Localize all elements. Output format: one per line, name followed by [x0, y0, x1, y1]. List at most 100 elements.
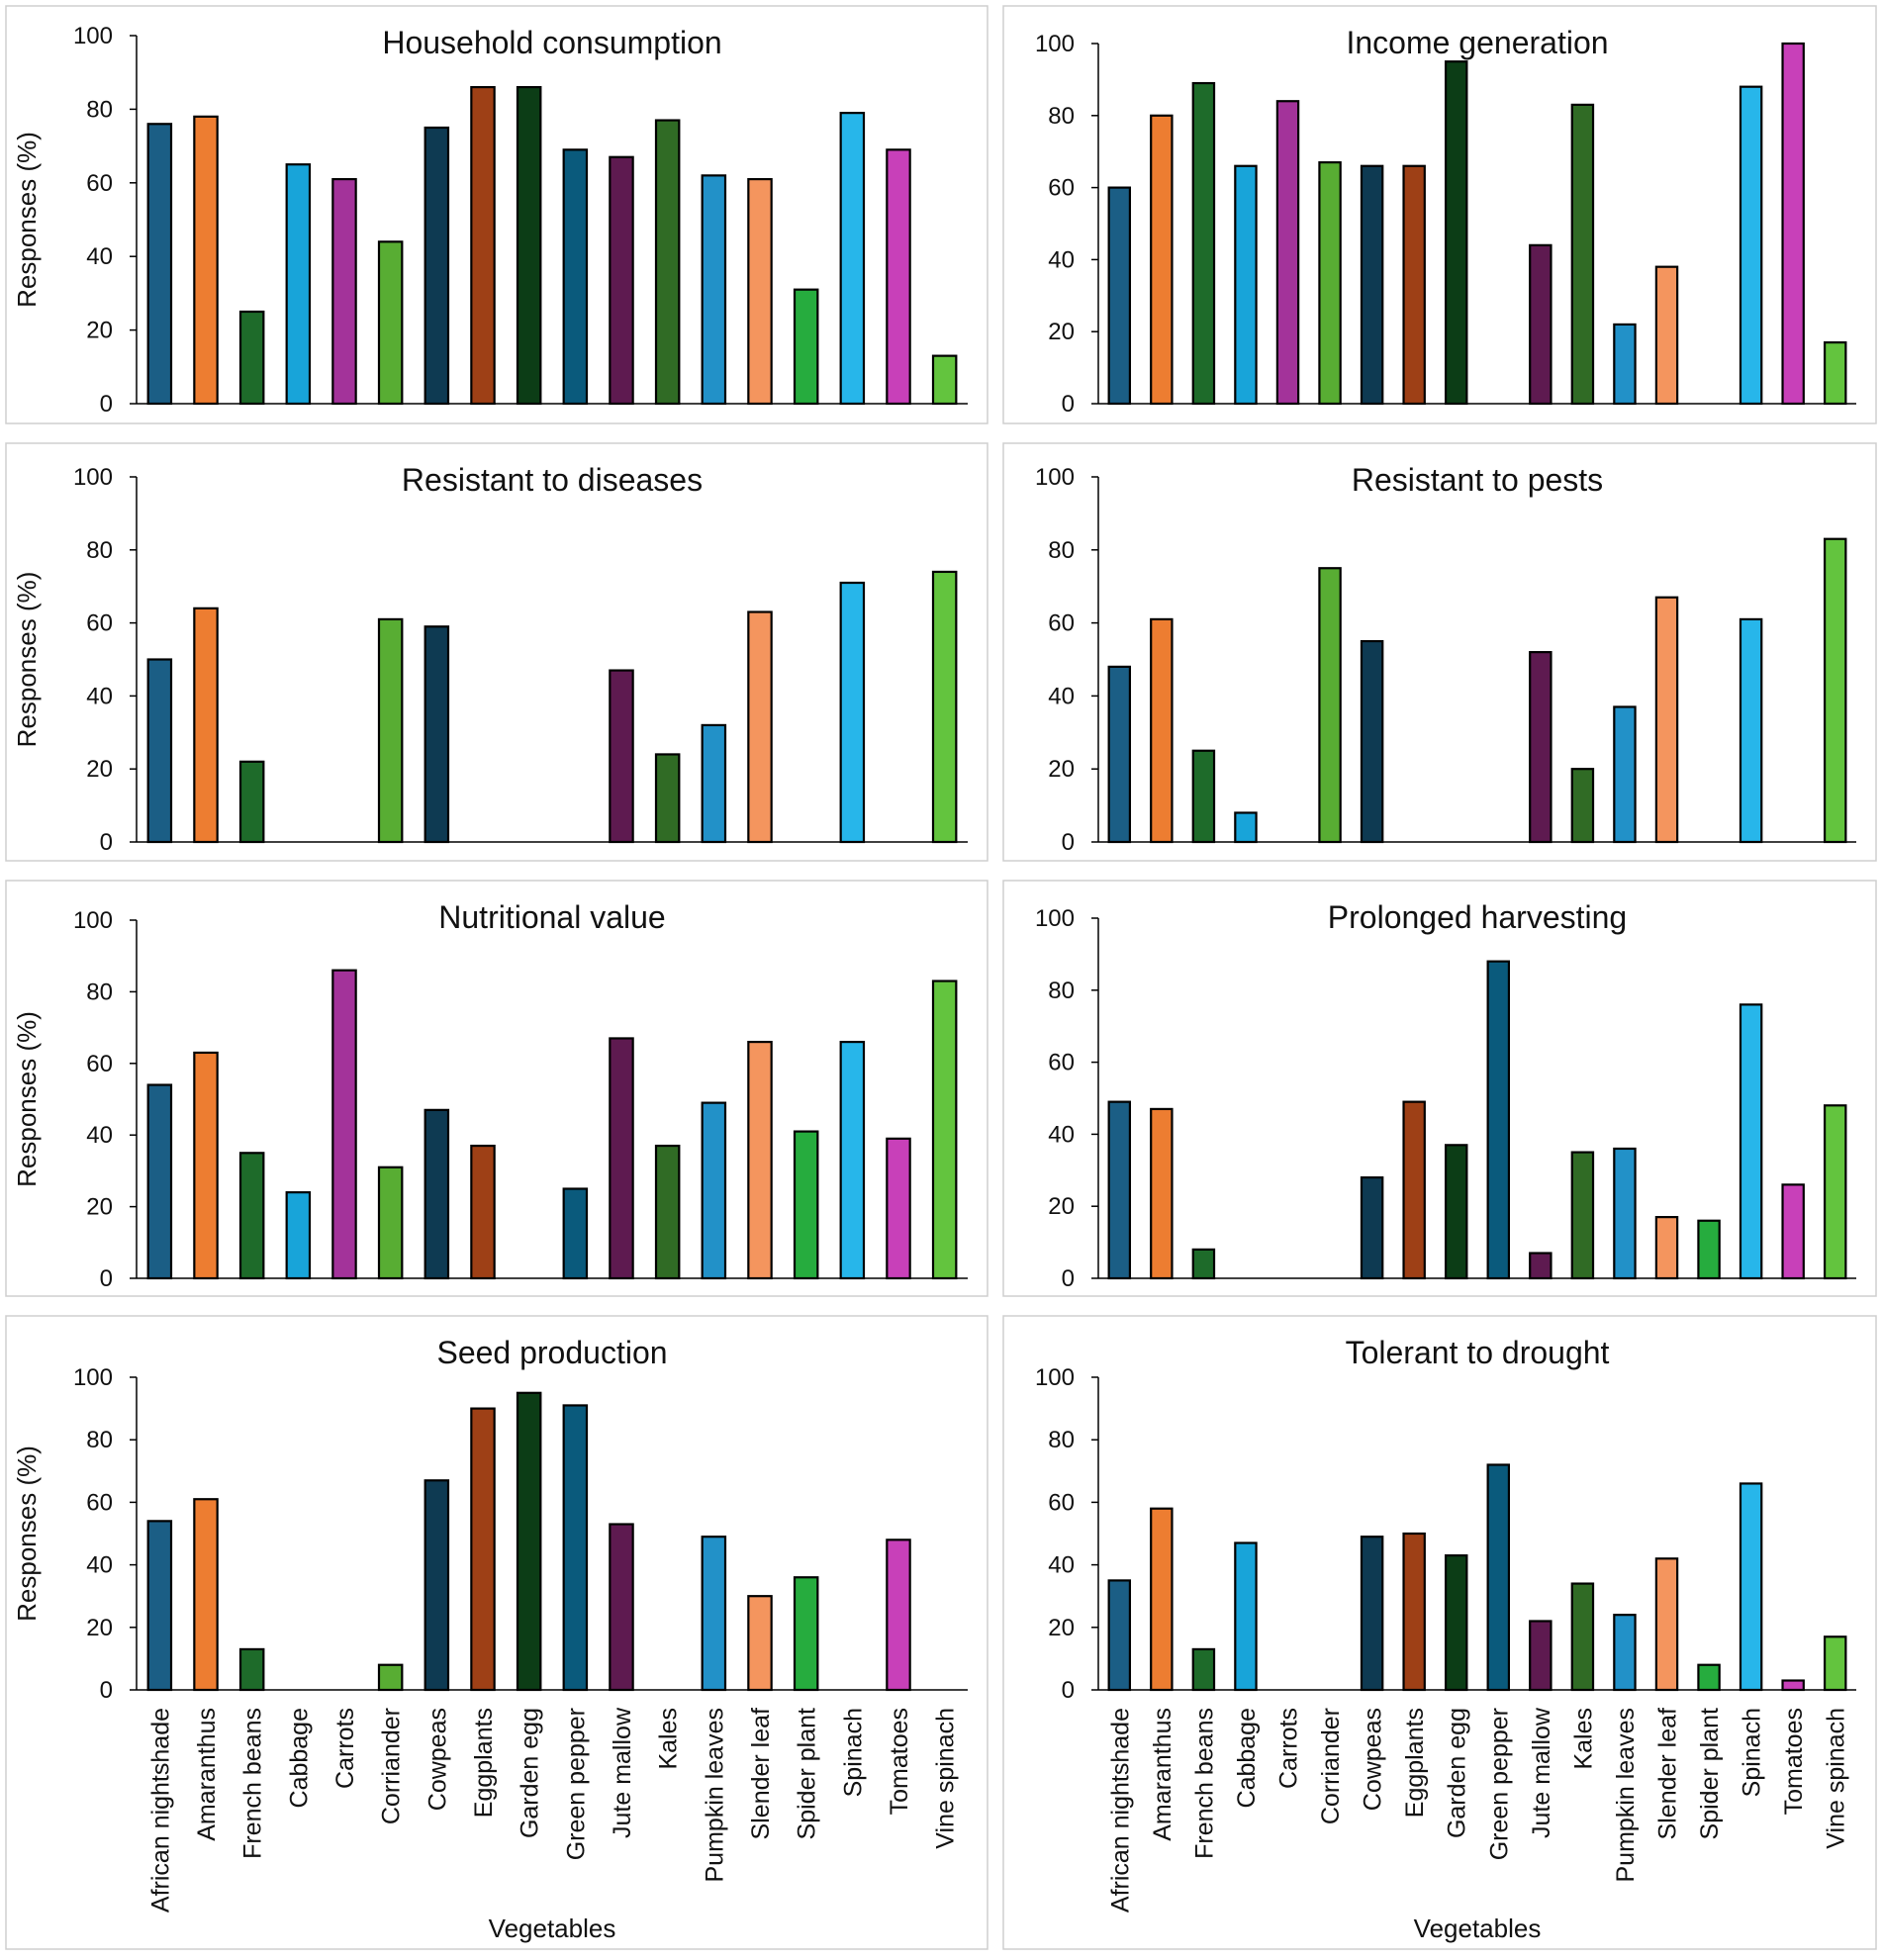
- bar-french-beans: [238, 760, 265, 844]
- y-tick-label: 60: [1048, 1489, 1075, 1516]
- bar-pumpkin-leaves: [701, 1101, 727, 1280]
- bar-kales: [654, 119, 681, 406]
- x-tick-label: Cowpeas: [423, 1708, 451, 1811]
- bar-eggplants: [470, 85, 496, 406]
- y-axis-label: Responses (%): [12, 572, 42, 748]
- bar-african-nightshade: [146, 1083, 173, 1280]
- bar-kales: [1570, 1582, 1595, 1692]
- y-tick-label: 80: [86, 537, 113, 564]
- y-tick-label: 0: [100, 391, 113, 418]
- panel-border: [1002, 880, 1877, 1297]
- bar-corriander: [1318, 567, 1342, 844]
- y-axis-label: Responses (%): [12, 1011, 42, 1187]
- bar-pumpkin-leaves: [1613, 705, 1637, 844]
- bar-pumpkin-leaves: [701, 174, 727, 406]
- y-tick-label: 0: [100, 1265, 113, 1292]
- x-tick-label: Carrots: [331, 1708, 359, 1789]
- y-tick-label: 20: [86, 756, 113, 783]
- chart-title: Income generation: [1346, 25, 1608, 60]
- y-tick-label: 0: [1062, 829, 1075, 856]
- bar-cowpeas: [1360, 164, 1384, 406]
- bar-garden-egg: [516, 85, 542, 406]
- y-tick-label: 20: [86, 318, 113, 344]
- chart-panel-7: Seed production 0 20 40 60 80 100 Responses (%)…: [5, 1315, 988, 1950]
- x-tick-label: Tomatoes: [886, 1708, 913, 1815]
- bar-eggplants: [1402, 1100, 1426, 1280]
- bar-amaranthus: [193, 115, 219, 406]
- x-tick-label: Carrots: [1275, 1708, 1303, 1789]
- bar-vine-spinach: [1823, 341, 1847, 406]
- bar-green-pepper: [1486, 960, 1511, 1280]
- bar-amaranthus: [1150, 114, 1174, 406]
- bar-spinach: [1739, 617, 1763, 844]
- bar-tomatoes: [886, 148, 911, 406]
- y-tick-label: 100: [73, 907, 113, 934]
- chart-panel-2: Income generation 0 20 40 60 80 100: [1002, 5, 1877, 424]
- bar-garden-egg: [516, 1391, 542, 1692]
- x-tick-label: Eggplants: [1401, 1708, 1429, 1818]
- x-tick-label: Slender leaf: [1654, 1708, 1682, 1839]
- bar-amaranthus: [1150, 617, 1174, 844]
- x-tick-label: Spider plant: [1696, 1708, 1724, 1839]
- x-tick-label: French beans: [239, 1708, 267, 1859]
- chart-panel-8: Tolerant to drought 0 20 40 60 80 100 African n…: [1002, 1315, 1877, 1950]
- bar-eggplants: [1402, 1532, 1426, 1692]
- chart-panel-3: Resistant to diseases 0 20 40 60 80 100 Respons…: [5, 442, 988, 862]
- y-tick-label: 20: [86, 1194, 113, 1221]
- bar-african-nightshade: [146, 1520, 173, 1692]
- bar-kales: [1570, 103, 1595, 406]
- bar-african-nightshade: [1107, 1100, 1132, 1280]
- bar-spinach: [1739, 1003, 1763, 1280]
- bar-garden-egg: [1444, 1144, 1468, 1280]
- bar-slender-leaf: [747, 1595, 773, 1692]
- bar-african-nightshade: [146, 658, 173, 844]
- y-tick-label: 40: [86, 1552, 113, 1579]
- bar-spinach: [839, 112, 866, 406]
- bar-cabbage: [285, 1191, 312, 1280]
- bar-cowpeas: [423, 126, 450, 406]
- bar-green-pepper: [562, 1404, 589, 1692]
- bar-green-pepper: [562, 1187, 589, 1280]
- x-tick-label: Pumpkin leaves: [701, 1708, 728, 1882]
- bar-slender-leaf: [1654, 596, 1679, 844]
- chart-panel-6: Prolonged harvesting 0 20 40 60 80 100: [1002, 880, 1877, 1297]
- x-tick-label: Spinach: [1739, 1708, 1766, 1797]
- bar-spider-plant: [793, 1576, 819, 1692]
- y-tick-label: 20: [1048, 756, 1075, 783]
- x-tick-label: Cabbage: [1233, 1708, 1261, 1808]
- y-tick-label: 80: [86, 96, 113, 123]
- bar-french-beans: [1191, 1248, 1216, 1280]
- bar-jute-mallow: [609, 669, 634, 844]
- y-tick-label: 0: [100, 829, 113, 856]
- y-tick-label: 60: [1048, 1050, 1075, 1076]
- y-tick-label: 100: [73, 1364, 113, 1391]
- bar-tomatoes: [1781, 1679, 1805, 1692]
- bar-tomatoes: [886, 1539, 911, 1692]
- y-tick-label: 0: [1062, 391, 1075, 418]
- y-tick-label: 80: [1048, 103, 1075, 130]
- x-tick-label: African nightshade: [1106, 1708, 1134, 1913]
- bar-spinach: [1739, 1482, 1763, 1692]
- bar-tomatoes: [1781, 42, 1805, 406]
- bar-corriander: [377, 1663, 404, 1692]
- x-tick-label: Slender leaf: [747, 1708, 775, 1839]
- chart-title: Nutritional value: [438, 899, 665, 935]
- x-tick-label: Cabbage: [285, 1708, 313, 1808]
- chart-title: Prolonged harvesting: [1328, 899, 1627, 935]
- bar-garden-egg: [1444, 1554, 1468, 1692]
- x-tick-label: Garden egg: [517, 1708, 544, 1838]
- bar-eggplants: [1402, 164, 1426, 406]
- x-tick-label: Kales: [1569, 1708, 1597, 1770]
- y-tick-label: 40: [86, 1122, 113, 1149]
- bar-jute-mallow: [609, 1037, 634, 1280]
- y-tick-label: 80: [86, 1427, 113, 1453]
- x-tick-label: Spider plant: [794, 1708, 821, 1839]
- y-tick-label: 0: [1062, 1677, 1075, 1704]
- bar-slender-leaf: [1654, 265, 1679, 406]
- bar-french-beans: [238, 310, 265, 406]
- y-tick-label: 80: [1048, 537, 1075, 564]
- bar-corriander: [377, 617, 404, 844]
- bar-french-beans: [1191, 1647, 1216, 1692]
- bar-kales: [1570, 768, 1595, 844]
